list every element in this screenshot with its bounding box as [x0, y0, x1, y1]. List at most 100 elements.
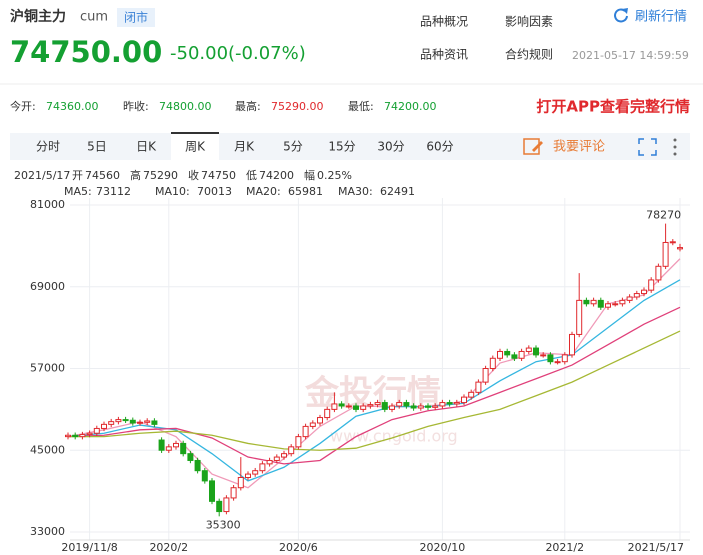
tab[interactable]: 月K	[234, 140, 255, 154]
candle-body	[194, 459, 201, 472]
candle-body	[655, 265, 662, 281]
candle-body	[295, 436, 302, 448]
active-tab	[171, 133, 219, 160]
candle-body	[281, 453, 287, 458]
ma-line	[67, 306, 681, 465]
info-date: 2021/5/17	[14, 169, 70, 182]
more-icon[interactable]	[673, 138, 677, 156]
stat-label: 最低:	[348, 100, 374, 113]
candle-body	[79, 434, 86, 438]
instrument-name: 沪铜主力	[10, 8, 66, 25]
tab[interactable]: 5分	[283, 140, 303, 154]
candle-body	[158, 439, 165, 451]
candle-body	[518, 350, 525, 359]
candle-body	[374, 402, 381, 406]
stat-value: 75290.00	[271, 100, 324, 113]
y-tick-label: 57000	[30, 362, 65, 375]
info-label: 高	[130, 168, 141, 182]
info-label: 低	[246, 169, 257, 182]
candle-body	[468, 391, 475, 398]
candle-body	[115, 419, 122, 423]
fullscreen-icon[interactable]	[638, 138, 657, 156]
candle-body	[216, 500, 223, 513]
comment-link[interactable]: 我要评论	[553, 140, 605, 155]
legend-value: 73112	[96, 185, 131, 198]
candle-body	[453, 402, 460, 405]
stat-value: 74360.00	[46, 100, 99, 113]
y-tick-label: 81000	[30, 198, 65, 211]
min-label: 35300	[206, 518, 241, 531]
candle-body	[403, 402, 410, 407]
candle-body	[669, 241, 676, 244]
candle-body	[230, 487, 237, 499]
x-tick-label: 2020/2	[149, 541, 188, 554]
legend-name: MA10:	[155, 185, 190, 198]
tab[interactable]: 30分	[377, 140, 404, 154]
tab[interactable]: 周K	[185, 140, 206, 154]
candle-body	[605, 303, 611, 308]
candle-body	[122, 419, 129, 422]
legend-name: MA5:	[64, 185, 92, 198]
legend-value: 70013	[197, 185, 232, 198]
info-value: 74750	[201, 169, 236, 182]
x-tick-label: 2020/6	[279, 541, 318, 554]
last-price: 74750.00	[10, 35, 162, 69]
candle-body	[554, 361, 561, 364]
candle-body	[597, 299, 604, 308]
candle-body	[165, 446, 172, 451]
info-label: 开	[72, 169, 83, 182]
candle-body	[417, 405, 424, 409]
candle-body	[511, 354, 518, 359]
candle-body	[209, 480, 215, 502]
candle-body	[302, 425, 309, 438]
candle-body	[266, 459, 273, 465]
watermark-url: www.cngold.org	[330, 427, 458, 446]
tab-bar	[10, 133, 690, 160]
x-tick-label: 2021/2	[545, 541, 584, 554]
link[interactable]: 影响因素	[505, 14, 553, 29]
tab[interactable]: 5日	[87, 140, 107, 154]
link[interactable]: 合约规则	[505, 47, 553, 62]
candle-body	[533, 347, 539, 356]
candle-body	[461, 396, 467, 404]
candle-body	[525, 347, 532, 352]
refresh-icon[interactable]	[614, 8, 628, 23]
candle-body	[677, 247, 683, 250]
refresh-link[interactable]: 刷新行情	[635, 9, 687, 25]
app-promo[interactable]: 打开APP查看完整行情	[536, 98, 690, 116]
tab[interactable]: 分时	[36, 140, 60, 154]
link[interactable]: 品种概况	[420, 15, 468, 29]
tab[interactable]: 15分	[328, 140, 355, 154]
stat-value: 74800.00	[159, 100, 212, 113]
legend-value: 65981	[288, 185, 323, 198]
candle-body	[641, 289, 647, 295]
instrument-code: cum	[80, 10, 108, 25]
tab[interactable]: 日K	[136, 140, 157, 154]
candle-body	[576, 299, 583, 335]
candle-body	[439, 402, 446, 407]
candle-body	[432, 405, 439, 408]
candle-body	[648, 279, 655, 291]
candle-body	[288, 446, 295, 455]
candle-body	[237, 477, 244, 489]
candle-body	[360, 405, 367, 410]
candle-body	[86, 432, 93, 436]
price-change: -50.00(-0.07%)	[170, 43, 306, 64]
candle-body	[259, 463, 266, 472]
legend-name: MA20:	[246, 185, 281, 198]
candle-body	[410, 405, 417, 409]
x-tick-label: 2020/10	[420, 541, 466, 554]
info-value: 75290	[143, 169, 178, 182]
y-tick-label: 69000	[30, 280, 65, 293]
candle-body	[396, 402, 403, 407]
candle-body	[561, 354, 568, 363]
link[interactable]: 品种资讯	[420, 48, 468, 62]
tab[interactable]: 60分	[426, 140, 453, 154]
candle-body	[345, 405, 352, 408]
y-tick-label: 45000	[30, 443, 65, 456]
y-tick-label: 33000	[30, 525, 65, 538]
candle-body	[101, 423, 107, 429]
candle-body	[173, 442, 179, 448]
comment-icon[interactable]	[523, 138, 543, 155]
candle-body	[317, 417, 323, 424]
